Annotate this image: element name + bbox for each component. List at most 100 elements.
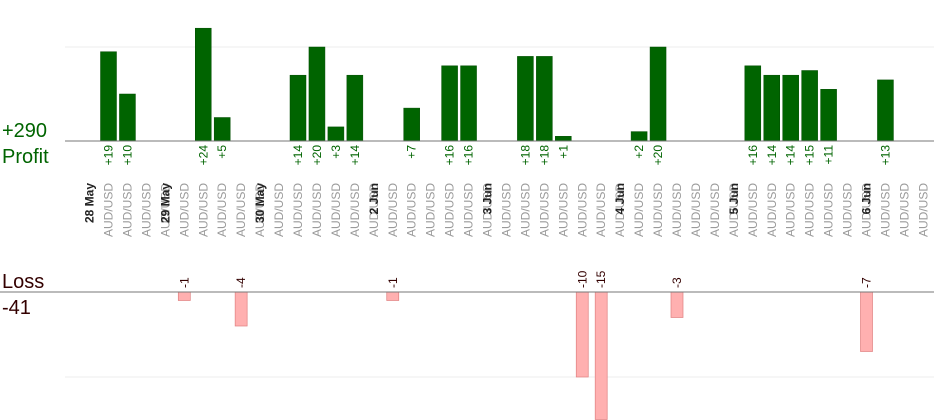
loss-bar xyxy=(670,291,684,318)
profit-value-label: +20 xyxy=(310,145,324,166)
loss-total: -41 xyxy=(2,297,31,319)
profit-bar xyxy=(460,65,477,142)
category-label: AUD/USD xyxy=(575,183,589,237)
loss-value-label: -4 xyxy=(234,277,248,288)
profit-value-label: +2 xyxy=(632,145,646,159)
loss-value-label: -3 xyxy=(670,277,684,288)
profit-bar xyxy=(649,46,667,142)
category-label: AUD/USD xyxy=(329,183,343,237)
profit-value-label: +19 xyxy=(102,145,116,166)
profit-value-label: +16 xyxy=(443,145,457,166)
profit-label: Profit xyxy=(2,146,49,168)
profit-bar xyxy=(403,107,420,142)
profit-bar xyxy=(536,56,553,142)
profit-value-label: +1 xyxy=(556,145,570,159)
category-label: AUD/USD xyxy=(481,183,495,237)
loss-value-label: -15 xyxy=(594,270,608,288)
category-label: AUD/USD xyxy=(613,183,627,237)
date-label: 29 May xyxy=(158,183,172,223)
category-label: AUD/USD xyxy=(708,183,722,237)
category-label: AUD/USD xyxy=(651,183,665,237)
loss-bar xyxy=(594,291,608,420)
category-label: AUD/USD xyxy=(215,183,229,237)
category-label: AUD/USD xyxy=(102,183,116,237)
category-label: AUD/USD xyxy=(556,183,570,237)
category-label: AUD/USD xyxy=(234,183,248,237)
profit-value-label: +14 xyxy=(784,145,798,166)
category-label: AUD/USD xyxy=(727,183,741,237)
profit-value-label: +7 xyxy=(405,145,419,159)
loss-label: Loss xyxy=(2,271,44,293)
profit-bar xyxy=(555,136,572,142)
profit-value-label: +5 xyxy=(215,145,229,159)
profit-value-label: +16 xyxy=(746,145,760,166)
category-label: AUD/USD xyxy=(537,183,551,237)
category-label: AUD/USD xyxy=(196,183,210,237)
loss-bar xyxy=(177,291,191,301)
loss-panel: -1 -4 -1 -10 -15 -3 -7 Loss -41 xyxy=(0,270,934,420)
profit-bar xyxy=(119,93,136,142)
category-label: AUD/USD xyxy=(689,183,703,237)
category-label: AUD/USD xyxy=(897,183,911,237)
category-label: AUD/USD xyxy=(860,183,874,237)
profit-value-labels: +19 +10 +24 +5 +14 +20 +3 +14 +7 +16 +16 +18 +18 +1 +2… xyxy=(102,145,893,166)
profit-bar xyxy=(327,126,345,142)
category-label: AUD/USD xyxy=(822,183,836,237)
profit-bar xyxy=(744,65,762,142)
category-label: AUD/USD xyxy=(139,183,153,237)
profit-bar xyxy=(763,74,780,142)
profit-bar xyxy=(308,46,326,142)
category-label: AUD/USD xyxy=(765,183,779,237)
profit-value-label: +14 xyxy=(291,145,305,166)
category-label: AUD/USD xyxy=(594,183,608,237)
profit-value-label: +24 xyxy=(196,145,210,166)
category-label: AUD/USD xyxy=(291,183,305,237)
category-label: AUD/USD xyxy=(348,183,362,237)
loss-value-label: -7 xyxy=(860,277,874,288)
category-label: AUD/USD xyxy=(878,183,892,237)
profit-bar xyxy=(630,131,648,142)
loss-value-label: -1 xyxy=(177,277,191,288)
profit-bar xyxy=(801,70,818,142)
date-label: 6 Jun xyxy=(859,183,873,214)
category-label: AUD/USD xyxy=(518,183,532,237)
profit-value-label: +3 xyxy=(329,145,343,159)
date-label: 30 May xyxy=(253,183,267,223)
profit-bar xyxy=(517,56,534,142)
category-label: AUD/USD xyxy=(177,183,191,237)
category-label: AUD/USD xyxy=(784,183,798,237)
profit-total: +290 xyxy=(2,120,47,142)
category-label: AUD/USD xyxy=(670,183,684,237)
profit-bar xyxy=(820,89,837,142)
loss-bar xyxy=(575,291,589,378)
category-label: AUD/USD xyxy=(158,183,172,237)
category-label: AUD/USD xyxy=(367,183,381,237)
profit-bar xyxy=(346,74,364,142)
date-label: 28 May xyxy=(83,183,97,223)
category-label: AUD/USD xyxy=(746,183,760,237)
profit-value-label: +18 xyxy=(518,145,532,166)
loss-value-label: -10 xyxy=(575,270,589,288)
category-label: AUD/USD xyxy=(405,183,419,237)
category-label: AUD/USD xyxy=(120,183,134,237)
profit-bar xyxy=(782,74,799,142)
loss-bars xyxy=(177,291,873,420)
category-label: AUD/USD xyxy=(499,183,513,237)
loss-bar xyxy=(234,291,248,327)
profit-value-label: +20 xyxy=(651,145,665,166)
profit-value-label: +18 xyxy=(537,145,551,166)
category-label: AUD/USD xyxy=(253,183,267,237)
profit-bar xyxy=(213,117,231,142)
profit-value-label: +16 xyxy=(462,145,476,166)
profit-value-label: +13 xyxy=(878,145,892,166)
profit-value-label: +11 xyxy=(822,145,836,165)
category-label: AUD/USD xyxy=(632,183,646,237)
loss-value-labels: -1 -4 -1 -10 -15 -3 -7 xyxy=(177,270,873,288)
profit-bar xyxy=(289,74,307,142)
category-label: AUD/USD xyxy=(916,183,930,237)
loss-bar xyxy=(860,291,873,352)
loss-bar xyxy=(386,291,400,301)
category-label: AUD/USD xyxy=(443,183,457,237)
category-axis: AUD/USD AUD/USD AUD/USD AUD/USD AUD/USD AUD/U… xyxy=(83,183,931,237)
date-label: 5 Jun xyxy=(727,183,741,214)
